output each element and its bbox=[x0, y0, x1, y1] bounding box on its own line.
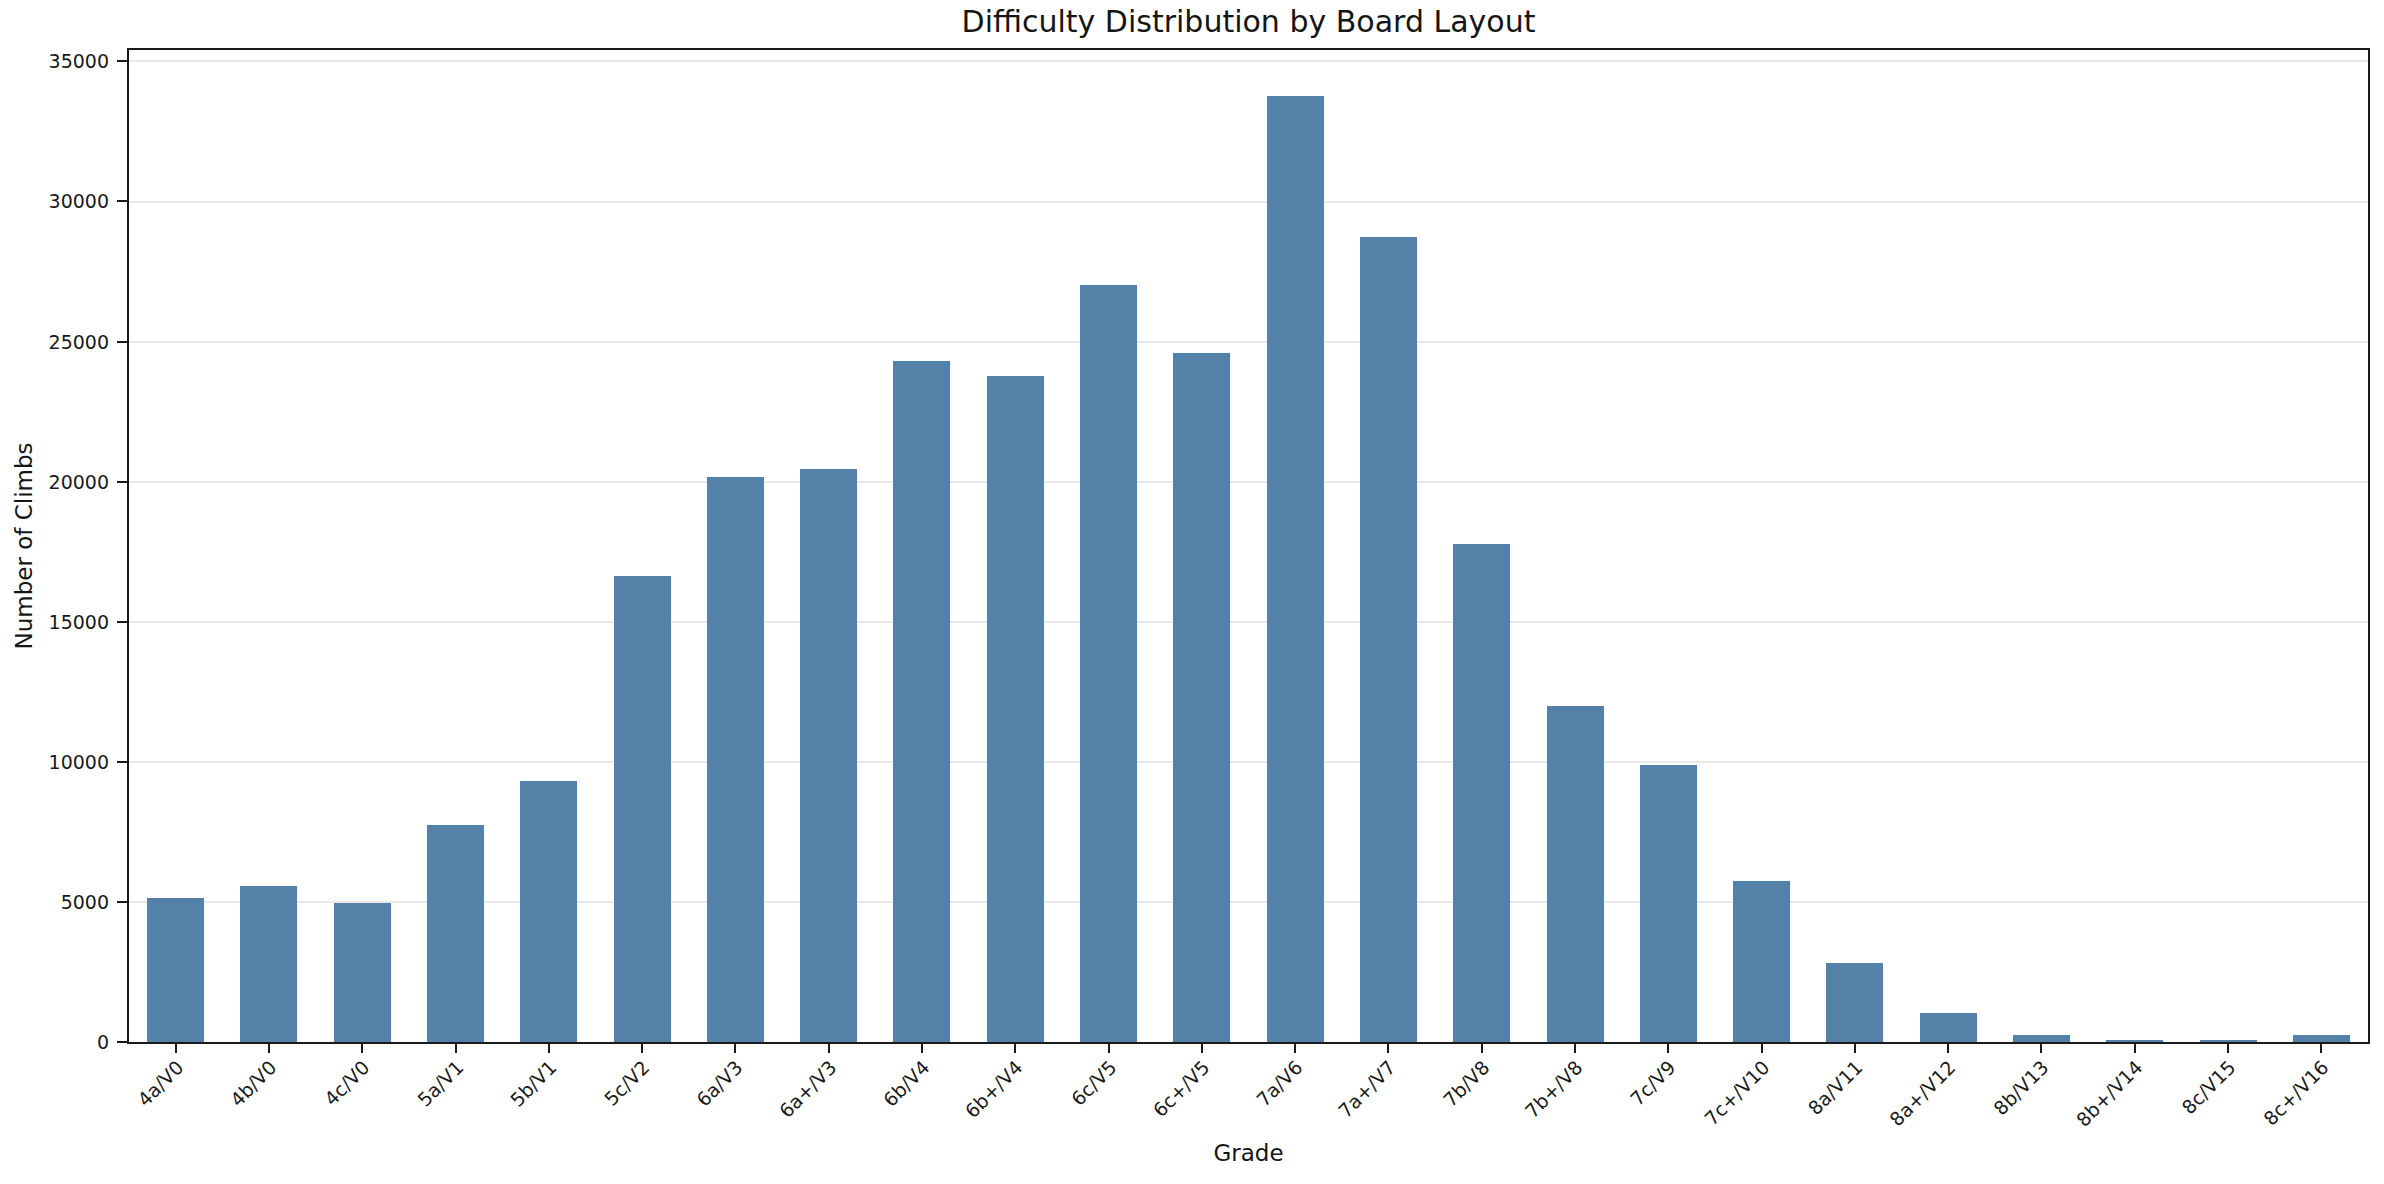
x-tick-mark-7c/V9 bbox=[1667, 1044, 1669, 1053]
x-tick-mark-8c+/V16 bbox=[2320, 1044, 2322, 1053]
y-tick-label-0: 0 bbox=[0, 1031, 109, 1053]
bar-5b/V1 bbox=[520, 781, 577, 1042]
gridline-35000 bbox=[129, 60, 2368, 62]
gridline-20000 bbox=[129, 481, 2368, 483]
y-tick-mark-15000 bbox=[117, 621, 127, 623]
bar-6b+/V4 bbox=[987, 376, 1044, 1042]
bar-5c/V2 bbox=[614, 576, 671, 1042]
x-tick-mark-6a+/V3 bbox=[828, 1044, 830, 1053]
bar-6a/V3 bbox=[707, 477, 764, 1042]
x-tick-mark-5c/V2 bbox=[641, 1044, 643, 1053]
bar-8c+/V16 bbox=[2293, 1035, 2350, 1042]
chart-figure: Difficulty Distribution by Board Layout … bbox=[0, 0, 2384, 1184]
x-tick-mark-7b/V8 bbox=[1481, 1044, 1483, 1053]
bar-7c+/V10 bbox=[1733, 881, 1790, 1042]
x-tick-mark-7a/V6 bbox=[1294, 1044, 1296, 1053]
x-tick-mark-6c/V5 bbox=[1108, 1044, 1110, 1053]
y-tick-mark-0 bbox=[117, 1041, 127, 1043]
bar-4c/V0 bbox=[334, 903, 391, 1042]
x-tick-mark-8b+/V14 bbox=[2134, 1044, 2136, 1053]
x-tick-mark-8c/V15 bbox=[2227, 1044, 2229, 1053]
bar-4b/V0 bbox=[240, 886, 297, 1042]
y-tick-label-5000: 5000 bbox=[0, 891, 109, 913]
y-tick-mark-20000 bbox=[117, 481, 127, 483]
x-tick-mark-6b/V4 bbox=[921, 1044, 923, 1053]
x-tick-mark-8a/V11 bbox=[1854, 1044, 1856, 1053]
x-axis-label: Grade bbox=[127, 1140, 2370, 1166]
x-tick-mark-7c+/V10 bbox=[1761, 1044, 1763, 1053]
bar-8b/V13 bbox=[2013, 1035, 2070, 1042]
x-tick-mark-6c+/V5 bbox=[1201, 1044, 1203, 1053]
bar-6c+/V5 bbox=[1173, 353, 1230, 1042]
bar-6c/V5 bbox=[1080, 285, 1137, 1042]
bar-6a+/V3 bbox=[800, 469, 857, 1042]
bar-7b/V8 bbox=[1453, 544, 1510, 1042]
bar-6b/V4 bbox=[893, 361, 950, 1042]
plot-area bbox=[127, 48, 2370, 1044]
gridline-10000 bbox=[129, 761, 2368, 763]
x-tick-mark-7b+/V8 bbox=[1574, 1044, 1576, 1053]
y-tick-label-10000: 10000 bbox=[0, 751, 109, 773]
y-tick-label-25000: 25000 bbox=[0, 331, 109, 353]
bar-8b+/V14 bbox=[2106, 1040, 2163, 1042]
x-tick-mark-5a/V1 bbox=[455, 1044, 457, 1053]
x-tick-mark-6b+/V4 bbox=[1014, 1044, 1016, 1053]
bar-5a/V1 bbox=[427, 825, 484, 1042]
y-tick-mark-5000 bbox=[117, 901, 127, 903]
y-axis-label: Number of Climbs bbox=[11, 442, 37, 649]
bar-7b+/V8 bbox=[1547, 706, 1604, 1042]
bar-4a/V0 bbox=[147, 898, 204, 1042]
y-tick-label-35000: 35000 bbox=[0, 50, 109, 72]
bar-8a/V11 bbox=[1826, 963, 1883, 1042]
y-tick-mark-30000 bbox=[117, 200, 127, 202]
x-tick-mark-6a/V3 bbox=[734, 1044, 736, 1053]
y-tick-label-30000: 30000 bbox=[0, 190, 109, 212]
y-tick-mark-25000 bbox=[117, 341, 127, 343]
x-tick-mark-8a+/V12 bbox=[1947, 1044, 1949, 1053]
bar-8c/V15 bbox=[2200, 1040, 2257, 1042]
y-tick-mark-35000 bbox=[117, 60, 127, 62]
gridline-25000 bbox=[129, 341, 2368, 343]
bar-7a+/V7 bbox=[1360, 237, 1417, 1042]
x-tick-mark-7a+/V7 bbox=[1387, 1044, 1389, 1053]
x-tick-mark-8b/V13 bbox=[2040, 1044, 2042, 1053]
gridline-30000 bbox=[129, 201, 2368, 203]
x-tick-mark-4c/V0 bbox=[361, 1044, 363, 1053]
x-tick-mark-4a/V0 bbox=[175, 1044, 177, 1053]
bar-8a+/V12 bbox=[1920, 1013, 1977, 1042]
x-tick-mark-4b/V0 bbox=[268, 1044, 270, 1053]
y-tick-mark-10000 bbox=[117, 761, 127, 763]
bar-7c/V9 bbox=[1640, 765, 1697, 1042]
x-tick-mark-5b/V1 bbox=[548, 1044, 550, 1053]
gridline-15000 bbox=[129, 621, 2368, 623]
bar-7a/V6 bbox=[1267, 96, 1324, 1042]
chart-title: Difficulty Distribution by Board Layout bbox=[127, 4, 2370, 39]
